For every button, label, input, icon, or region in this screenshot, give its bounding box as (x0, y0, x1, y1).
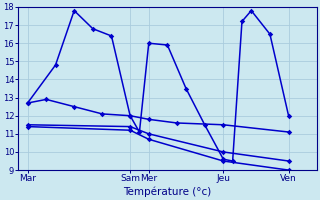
X-axis label: Température (°c): Température (°c) (123, 186, 212, 197)
